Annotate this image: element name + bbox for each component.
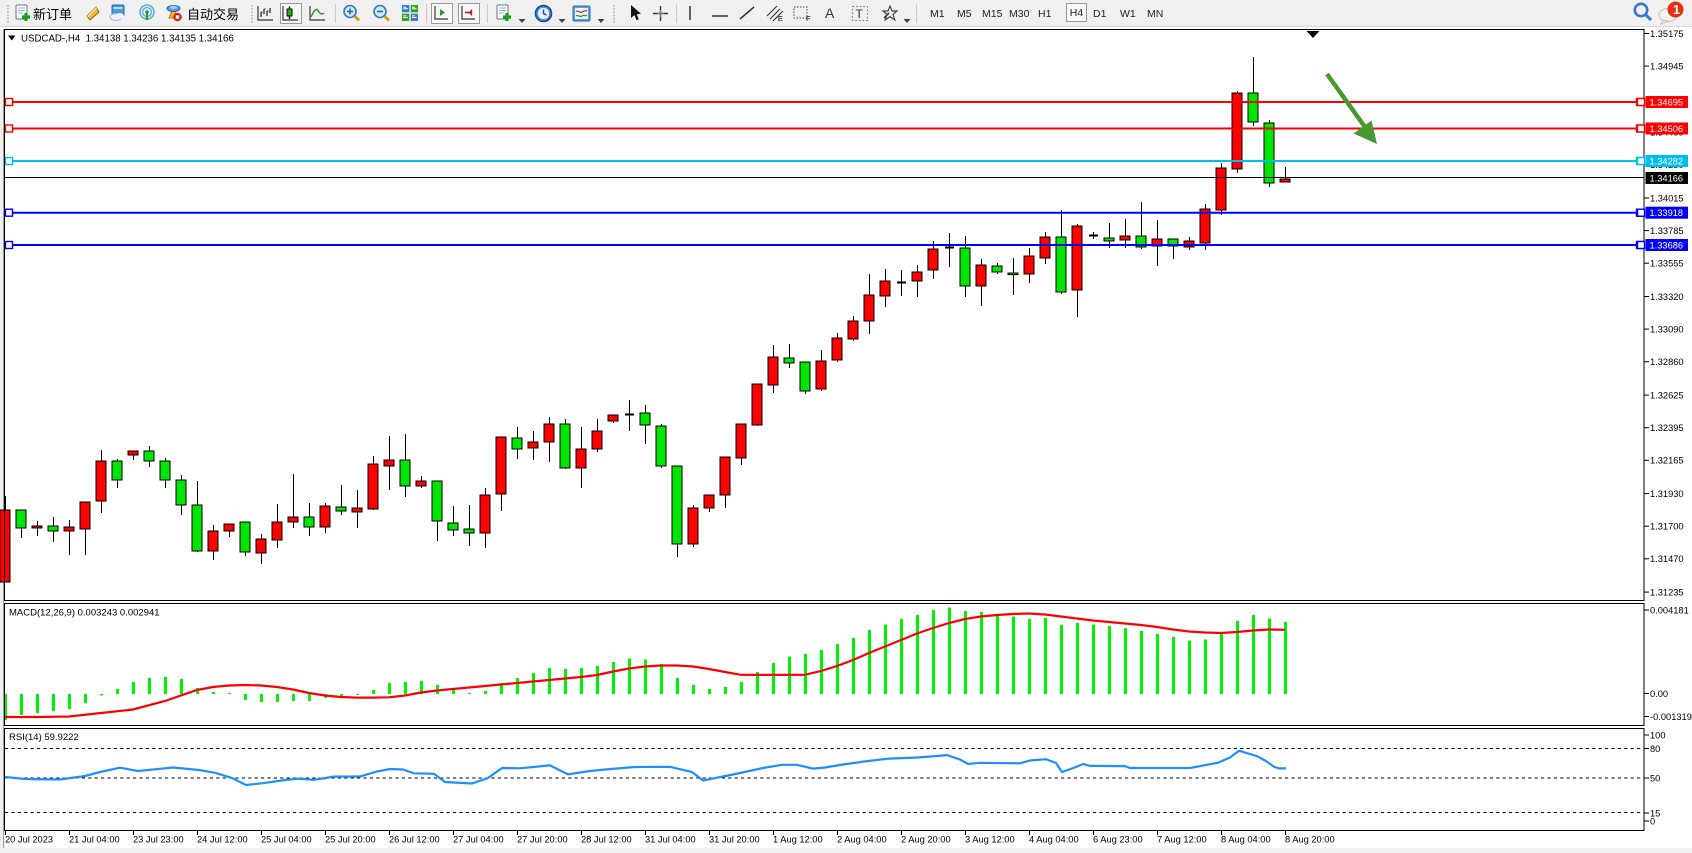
svg-text:1.35175: 1.35175: [1650, 29, 1684, 39]
svg-text:1.33320: 1.33320: [1650, 292, 1684, 302]
svg-text:100: 100: [1650, 730, 1666, 740]
svg-text:27 Jul 20:00: 27 Jul 20:00: [517, 835, 568, 845]
svg-text:2 Aug 04:00: 2 Aug 04:00: [837, 835, 887, 845]
svg-text:1.32395: 1.32395: [1650, 423, 1684, 433]
svg-text:MACD(12,26,9) 0.003243 0.00294: MACD(12,26,9) 0.003243 0.002941: [9, 608, 160, 619]
svg-text:1.34015: 1.34015: [1650, 193, 1684, 203]
svg-text:1.34695: 1.34695: [1650, 97, 1684, 107]
svg-text:1.31700: 1.31700: [1650, 522, 1684, 532]
svg-text:31 Jul 04:00: 31 Jul 04:00: [645, 835, 696, 845]
svg-text:1.33785: 1.33785: [1650, 226, 1684, 236]
svg-text:1.34282: 1.34282: [1650, 156, 1684, 166]
svg-text:1.33918: 1.33918: [1650, 208, 1684, 218]
svg-text:1.32860: 1.32860: [1650, 357, 1684, 367]
svg-text:0.004181: 0.004181: [1650, 605, 1689, 615]
svg-text:USDCAD-,H4 1.34138 1.34236 1.: USDCAD-,H4 1.34138 1.34236 1.34135 1.341…: [21, 34, 234, 45]
svg-text:1.34166: 1.34166: [1650, 173, 1684, 183]
svg-text:27 Jul 04:00: 27 Jul 04:00: [453, 835, 504, 845]
svg-text:6 Aug 23:00: 6 Aug 23:00: [1093, 835, 1143, 845]
svg-text:25 Jul 04:00: 25 Jul 04:00: [261, 835, 312, 845]
svg-text:1.31235: 1.31235: [1650, 588, 1684, 598]
svg-text:31 Jul 20:00: 31 Jul 20:00: [709, 835, 760, 845]
svg-text:T: T: [856, 7, 864, 21]
svg-text:1.34506: 1.34506: [1650, 124, 1684, 134]
svg-text:28 Jul 12:00: 28 Jul 12:00: [581, 835, 632, 845]
svg-text:1.31930: 1.31930: [1650, 489, 1684, 499]
svg-text:3 Aug 12:00: 3 Aug 12:00: [965, 835, 1015, 845]
svg-text:8 Aug 04:00: 8 Aug 04:00: [1221, 835, 1271, 845]
svg-text:8 Aug 20:00: 8 Aug 20:00: [1285, 835, 1335, 845]
svg-text:15: 15: [1650, 808, 1660, 818]
svg-text:F: F: [806, 14, 811, 22]
svg-text:A: A: [825, 5, 835, 21]
svg-text:2 Aug 20:00: 2 Aug 20:00: [901, 835, 951, 845]
svg-text:1.34945: 1.34945: [1650, 62, 1684, 72]
svg-text:24 Jul 12:00: 24 Jul 12:00: [197, 835, 248, 845]
svg-text:20 Jul 2023: 20 Jul 2023: [5, 835, 53, 845]
svg-text:1.33686: 1.33686: [1650, 240, 1684, 250]
svg-text:26 Jul 12:00: 26 Jul 12:00: [389, 835, 440, 845]
svg-text:23 Jul 23:00: 23 Jul 23:00: [133, 835, 184, 845]
svg-text:0.00: 0.00: [1650, 689, 1668, 699]
svg-text:80: 80: [1650, 744, 1660, 754]
svg-text:25 Jul 20:00: 25 Jul 20:00: [325, 835, 376, 845]
svg-text:4 Aug 04:00: 4 Aug 04:00: [1029, 835, 1079, 845]
svg-text:1 Aug 12:00: 1 Aug 12:00: [773, 835, 823, 845]
svg-text:RSI(14) 59.9222: RSI(14) 59.9222: [9, 732, 79, 743]
svg-text:21 Jul 04:00: 21 Jul 04:00: [69, 835, 120, 845]
svg-text:1.32165: 1.32165: [1650, 456, 1684, 466]
svg-text:1.31470: 1.31470: [1650, 554, 1684, 564]
svg-text:1.32625: 1.32625: [1650, 391, 1684, 401]
svg-text:1.33555: 1.33555: [1650, 259, 1684, 269]
svg-text:1: 1: [1673, 3, 1680, 17]
svg-text:E: E: [778, 16, 783, 22]
svg-text:50: 50: [1650, 773, 1660, 783]
svg-text:7 Aug 12:00: 7 Aug 12:00: [1157, 835, 1207, 845]
svg-text:0: 0: [1650, 816, 1655, 826]
svg-text:-0.001319: -0.001319: [1650, 712, 1692, 722]
svg-text:1.33090: 1.33090: [1650, 325, 1684, 335]
